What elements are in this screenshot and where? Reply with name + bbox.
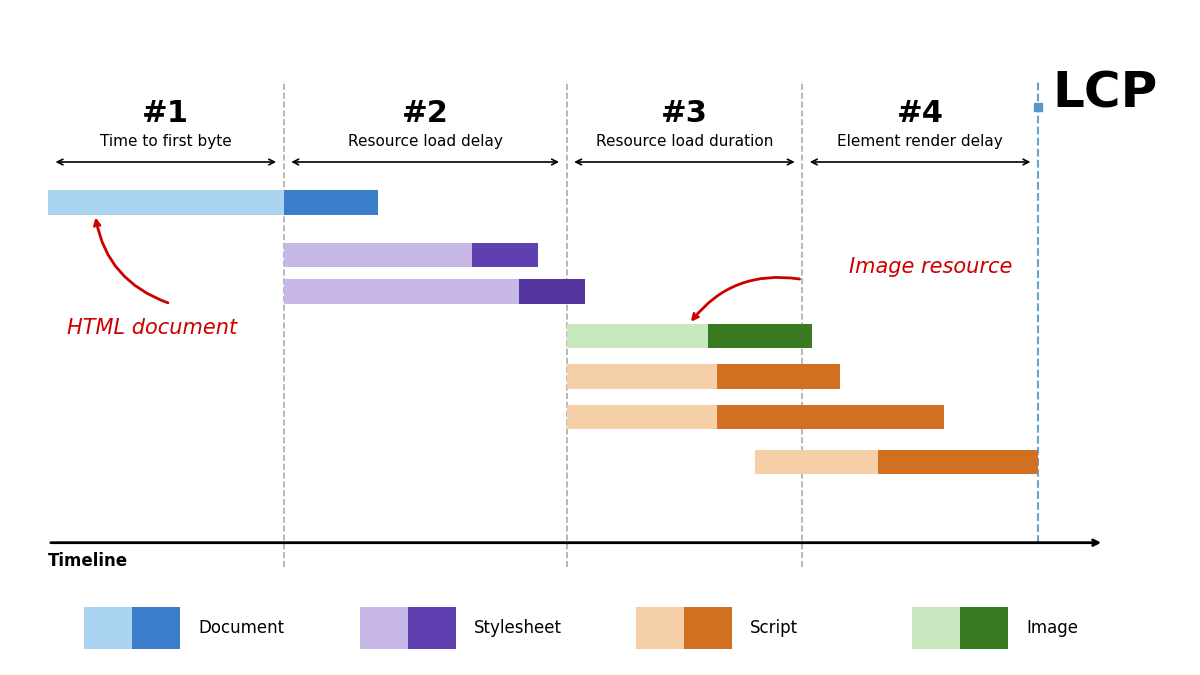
Text: Image: Image bbox=[1026, 619, 1078, 637]
Bar bbox=[755, 450, 877, 474]
Text: Script: Script bbox=[750, 619, 798, 637]
Text: #2: #2 bbox=[402, 99, 449, 128]
Text: Time to first byte: Time to first byte bbox=[100, 134, 232, 149]
FancyBboxPatch shape bbox=[132, 607, 180, 649]
FancyBboxPatch shape bbox=[960, 607, 1008, 649]
Text: Timeline: Timeline bbox=[48, 552, 128, 570]
Bar bbox=[566, 364, 718, 389]
Bar bbox=[566, 405, 718, 429]
FancyBboxPatch shape bbox=[912, 607, 960, 649]
Text: HTML document: HTML document bbox=[67, 318, 236, 338]
Text: Resource load duration: Resource load duration bbox=[595, 134, 773, 149]
Bar bbox=[718, 405, 943, 429]
FancyBboxPatch shape bbox=[360, 607, 408, 649]
FancyBboxPatch shape bbox=[636, 607, 684, 649]
Bar bbox=[520, 279, 586, 304]
Bar bbox=[283, 190, 378, 215]
Text: #1: #1 bbox=[143, 99, 190, 128]
Bar bbox=[283, 279, 520, 304]
Text: Stylesheet: Stylesheet bbox=[474, 619, 562, 637]
Text: #3: #3 bbox=[661, 99, 708, 128]
Bar bbox=[473, 243, 539, 267]
Bar bbox=[877, 450, 1038, 474]
FancyBboxPatch shape bbox=[84, 607, 132, 649]
Bar bbox=[708, 324, 811, 348]
Bar bbox=[566, 324, 708, 348]
Text: Resource load delay: Resource load delay bbox=[348, 134, 503, 149]
Text: #4: #4 bbox=[896, 99, 943, 128]
FancyBboxPatch shape bbox=[684, 607, 732, 649]
Text: LCP: LCP bbox=[1052, 69, 1157, 117]
Bar bbox=[48, 190, 283, 215]
Text: Image resource: Image resource bbox=[850, 257, 1013, 277]
Text: Document: Document bbox=[198, 619, 284, 637]
Bar bbox=[283, 243, 473, 267]
FancyBboxPatch shape bbox=[408, 607, 456, 649]
Bar bbox=[718, 364, 840, 389]
Text: Element render delay: Element render delay bbox=[838, 134, 1003, 149]
